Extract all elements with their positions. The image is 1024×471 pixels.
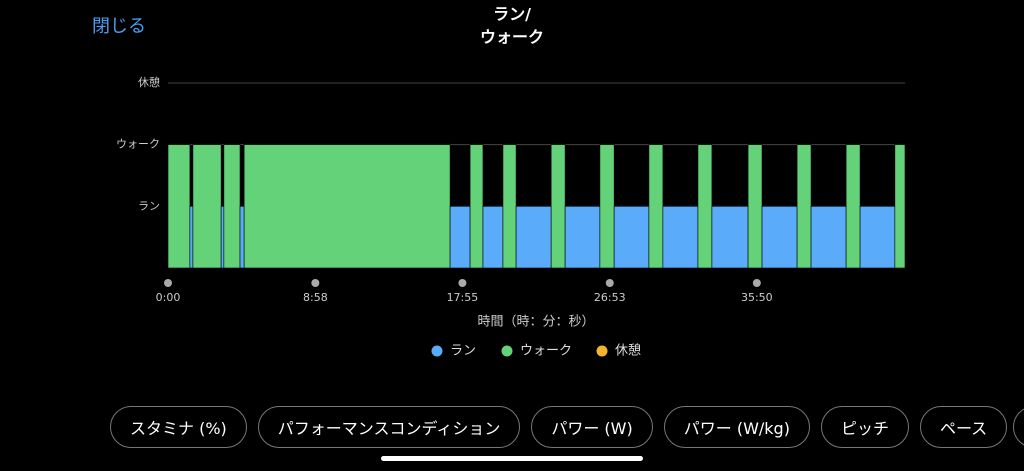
x-tick-label: 17:55	[447, 291, 479, 304]
segment	[482, 206, 504, 269]
x-tick-label: 35:50	[741, 291, 773, 304]
home-indicator	[381, 456, 643, 461]
chart: ラン/ ウォーク 時間（時：分：秒） ラン ウォーク 休憩 ランウォーク休憩0:00…	[116, 5, 906, 359]
x-tick-mark	[164, 279, 172, 287]
x-tick-mark	[458, 279, 467, 287]
segment	[220, 206, 225, 269]
segment	[550, 144, 566, 269]
legend-swatch	[431, 345, 443, 357]
segment	[761, 206, 798, 269]
segment	[515, 206, 552, 269]
tab[interactable]: パワー (W)	[531, 406, 653, 448]
chart-title: ウォーク	[480, 28, 544, 47]
segment	[697, 144, 713, 269]
x-tick-mark	[311, 279, 320, 287]
tab[interactable]: ペース	[919, 406, 1008, 448]
tab[interactable]: スタミナ (%)	[110, 406, 247, 448]
tab[interactable]: パフォーマンスコンディション	[257, 406, 521, 448]
segment	[894, 144, 906, 269]
segment	[239, 206, 245, 269]
close-button[interactable]: 閉じる	[92, 16, 146, 37]
y-tick-label: 休憩	[138, 75, 160, 89]
segment	[469, 144, 484, 269]
segment	[192, 144, 222, 269]
tab[interactable]	[1013, 406, 1024, 448]
chart-title: ラン/	[493, 5, 531, 24]
segment	[613, 206, 650, 269]
segment	[648, 144, 664, 269]
tab[interactable]: パワー (W/kg)	[663, 406, 810, 448]
tab[interactable]: ピッチ	[820, 406, 909, 448]
segment	[599, 144, 615, 269]
x-tick-label: 26:53	[594, 291, 626, 304]
segment	[223, 144, 241, 269]
tab-bar: スタミナ (%) パフォーマンスコンディション パワー (W) パワー (W/kg) ピ…	[110, 406, 1008, 448]
segment	[662, 206, 699, 269]
segment	[243, 144, 451, 269]
x-tick-label: 8:58	[303, 291, 328, 304]
segment	[167, 144, 191, 269]
segment	[502, 144, 517, 269]
legend-label: 休憩	[615, 343, 641, 359]
legend-label: ウォーク	[520, 344, 572, 359]
segment	[747, 144, 763, 269]
legend: ラン ウォーク 休憩	[431, 343, 641, 359]
segment	[189, 206, 194, 269]
segment	[845, 144, 861, 269]
legend-swatch	[501, 345, 513, 357]
segment	[796, 144, 812, 269]
y-tick-label: ラン	[138, 199, 160, 212]
x-tick-mark	[752, 279, 761, 287]
segment	[711, 206, 749, 269]
y-tick-label: ウォーク	[116, 138, 160, 151]
segment	[810, 206, 847, 269]
segment	[564, 206, 601, 269]
legend-label: ラン	[450, 344, 476, 359]
x-tick-mark	[605, 279, 614, 287]
segment	[449, 206, 471, 269]
x-tick-label: 0:00	[156, 291, 181, 304]
legend-swatch	[596, 345, 608, 357]
segment	[859, 206, 896, 269]
x-axis-title: 時間（時：分：秒）	[477, 315, 594, 330]
